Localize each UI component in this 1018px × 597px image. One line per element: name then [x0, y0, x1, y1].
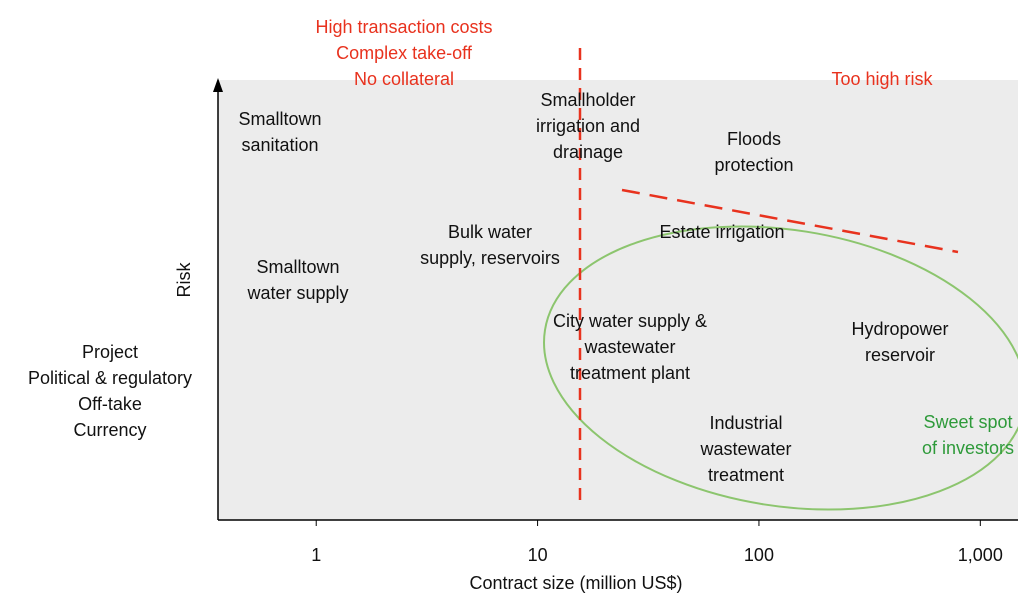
- project-label: irrigation and: [536, 116, 640, 136]
- barrier-label: High transaction costs: [315, 17, 492, 37]
- sweet-spot-label: Sweet spot: [923, 412, 1012, 432]
- x-tick-label: 100: [744, 545, 774, 565]
- too-high-risk: Too high risk: [831, 69, 933, 89]
- sweet-spot-label: of investors: [922, 438, 1014, 458]
- risk-factor: Project: [82, 342, 138, 362]
- project-label: drainage: [553, 142, 623, 162]
- project-label: Smalltown: [256, 257, 339, 277]
- x-tick-label: 1,000: [958, 545, 1003, 565]
- x-tick-label: 10: [528, 545, 548, 565]
- barrier-label: Complex take-off: [336, 43, 473, 63]
- plot-area: [218, 80, 1018, 520]
- project-label: wastewater: [583, 337, 675, 357]
- project-label: Floods: [727, 129, 781, 149]
- barrier-label: No collateral: [354, 69, 454, 89]
- risk-line: [621, 188, 959, 254]
- x-axis-label: Contract size (million US$): [469, 573, 682, 593]
- y-axis-arrow: [213, 78, 223, 92]
- risk-factor: Off-take: [78, 394, 142, 414]
- project-label: water supply: [246, 283, 348, 303]
- x-tick-label: 1: [311, 545, 321, 565]
- project-label: wastewater: [699, 439, 791, 459]
- project-label: Smallholder: [540, 90, 635, 110]
- project-label: sanitation: [241, 135, 318, 155]
- y-axis-label: Risk: [174, 262, 194, 298]
- project-label: Estate irrigation: [659, 222, 784, 242]
- project-label: protection: [714, 155, 793, 175]
- project-label: Smalltown: [238, 109, 321, 129]
- project-label: treatment: [708, 465, 784, 485]
- sweet-spot-ellipse: [543, 225, 1018, 511]
- risk-factor: Political & regulatory: [28, 368, 192, 388]
- project-label: Industrial: [709, 413, 782, 433]
- project-label: reservoir: [865, 345, 935, 365]
- risk-factor: Currency: [73, 420, 146, 440]
- project-label: Bulk water: [448, 222, 532, 242]
- project-label: treatment plant: [570, 363, 690, 383]
- project-label: Hydropower: [851, 319, 948, 339]
- project-label: supply, reservoirs: [420, 248, 560, 268]
- project-label: City water supply &: [553, 311, 707, 331]
